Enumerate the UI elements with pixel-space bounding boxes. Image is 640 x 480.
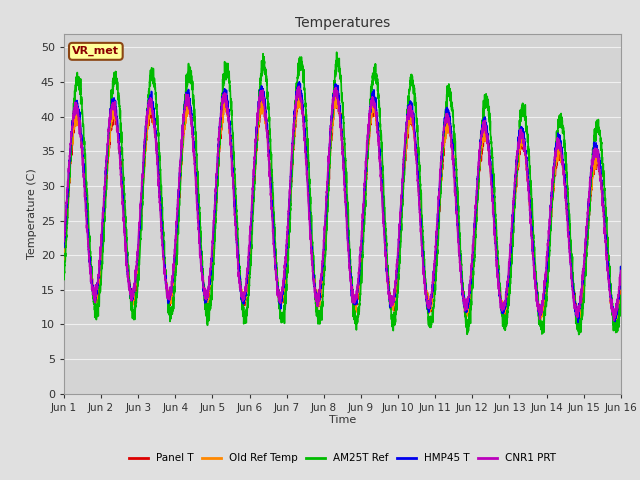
- Legend: Panel T, Old Ref Temp, AM25T Ref, HMP45 T, CNR1 PRT: Panel T, Old Ref Temp, AM25T Ref, HMP45 …: [125, 449, 560, 468]
- Y-axis label: Temperature (C): Temperature (C): [27, 168, 36, 259]
- X-axis label: Time: Time: [329, 415, 356, 425]
- Text: VR_met: VR_met: [72, 46, 119, 57]
- Title: Temperatures: Temperatures: [295, 16, 390, 30]
